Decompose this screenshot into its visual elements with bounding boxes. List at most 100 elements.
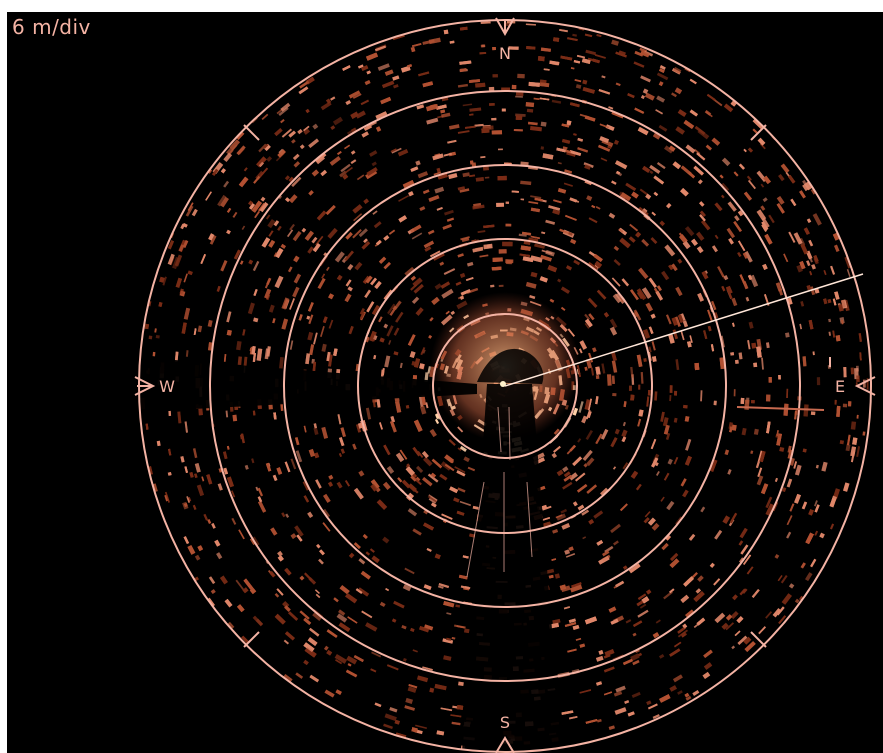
echo-speckle [631, 691, 641, 698]
echo-speckle [760, 483, 769, 495]
echo-speckle [548, 574, 554, 579]
echo-speckle [278, 107, 289, 117]
echo-speckle [735, 359, 739, 364]
echo-speckle [559, 29, 568, 33]
echo-speckle [181, 322, 187, 334]
echo-speckle [828, 318, 832, 323]
echo-speckle [669, 685, 677, 692]
echo-speckle [226, 147, 234, 156]
echo-speckle [862, 431, 866, 436]
echo-speckle [459, 60, 472, 65]
echo-speckle [570, 238, 577, 245]
echo-speckle [539, 97, 550, 101]
echo-speckle [154, 328, 157, 333]
echo-speckle [835, 335, 841, 342]
echo-speckle [721, 182, 730, 192]
echo-speckle [358, 470, 365, 477]
echo-speckle [560, 286, 570, 294]
echo-speckle [395, 311, 404, 323]
echo-speckle [794, 493, 801, 504]
echo-speckle [232, 211, 238, 218]
echo-speckle [358, 228, 368, 238]
echo-speckle [238, 529, 245, 540]
echo-speckle [515, 115, 523, 121]
echo-speckle [217, 194, 227, 207]
echo-speckle [717, 266, 725, 278]
echo-speckle [627, 93, 635, 99]
echo-speckle [422, 477, 433, 487]
echo-speckle [814, 530, 819, 536]
echo-speckle [585, 49, 597, 56]
echo-speckle [673, 66, 682, 74]
echo-speckle [541, 231, 546, 235]
echo-speckle [809, 271, 813, 276]
echo-speckle [289, 298, 295, 310]
echo-speckle [424, 372, 429, 382]
echo-speckle [577, 137, 584, 142]
echo-speckle [454, 466, 466, 474]
echo-speckle [537, 56, 545, 62]
echo-speckle [549, 298, 555, 303]
echo-speckle [457, 83, 469, 88]
echo-speckle [703, 662, 713, 670]
echo-speckle [156, 440, 161, 447]
echo-speckle [362, 534, 368, 540]
echo-speckle [747, 340, 751, 350]
echo-speckle [693, 590, 705, 603]
echo-speckle [305, 353, 311, 365]
echo-speckle [609, 318, 618, 329]
echo-speckle [675, 359, 680, 371]
echo-speckle [511, 84, 517, 90]
echo-speckle [694, 362, 700, 371]
echo-speckle [429, 687, 435, 693]
echo-speckle [297, 128, 303, 135]
echo-speckle [152, 351, 156, 357]
scale-label: 6 m/div [12, 15, 91, 39]
echo-speckle [655, 470, 660, 476]
echo-speckle [674, 87, 683, 95]
echo-speckle [810, 411, 816, 416]
echo-speckle [232, 414, 238, 422]
echo-speckle [699, 201, 705, 207]
echo-speckle [344, 250, 354, 262]
echo-speckle [806, 260, 811, 267]
echo-speckle [649, 170, 654, 175]
echo-speckle [557, 278, 562, 283]
echo-speckle [294, 525, 304, 537]
echo-speckle [614, 428, 620, 435]
echo-speckle [639, 188, 648, 196]
echo-speckle [595, 655, 604, 662]
echo-speckle [279, 356, 284, 369]
echo-speckle [595, 375, 600, 380]
echo-speckle [425, 402, 429, 409]
echo-speckle [453, 497, 460, 503]
echo-speckle [270, 527, 278, 536]
echo-speckle [304, 572, 313, 581]
echo-speckle [304, 230, 314, 241]
echo-speckle [737, 251, 742, 258]
echo-speckle [193, 328, 197, 336]
echo-speckle [761, 357, 764, 370]
echo-speckle [412, 528, 422, 536]
echo-speckle [780, 574, 788, 584]
echo-speckle [258, 143, 267, 153]
echo-speckle [588, 519, 595, 525]
echo-speckle [581, 509, 590, 516]
echo-speckle [292, 153, 300, 161]
echo-speckle [321, 343, 327, 352]
echo-speckle [764, 233, 773, 245]
echo-speckle [733, 389, 736, 397]
echo-speckle [593, 510, 604, 519]
echo-speckle [483, 224, 495, 229]
echo-speckle [311, 236, 318, 244]
echo-speckle [520, 198, 525, 201]
echo-speckle [480, 156, 486, 159]
echo-speckle [268, 239, 276, 248]
echo-speckle [757, 467, 763, 477]
echo-speckle [284, 175, 290, 181]
echo-speckle [352, 443, 357, 450]
echo-speckle [627, 711, 635, 717]
echo-speckle [640, 75, 651, 83]
echo-speckle [277, 225, 282, 231]
echo-speckle [281, 128, 293, 138]
